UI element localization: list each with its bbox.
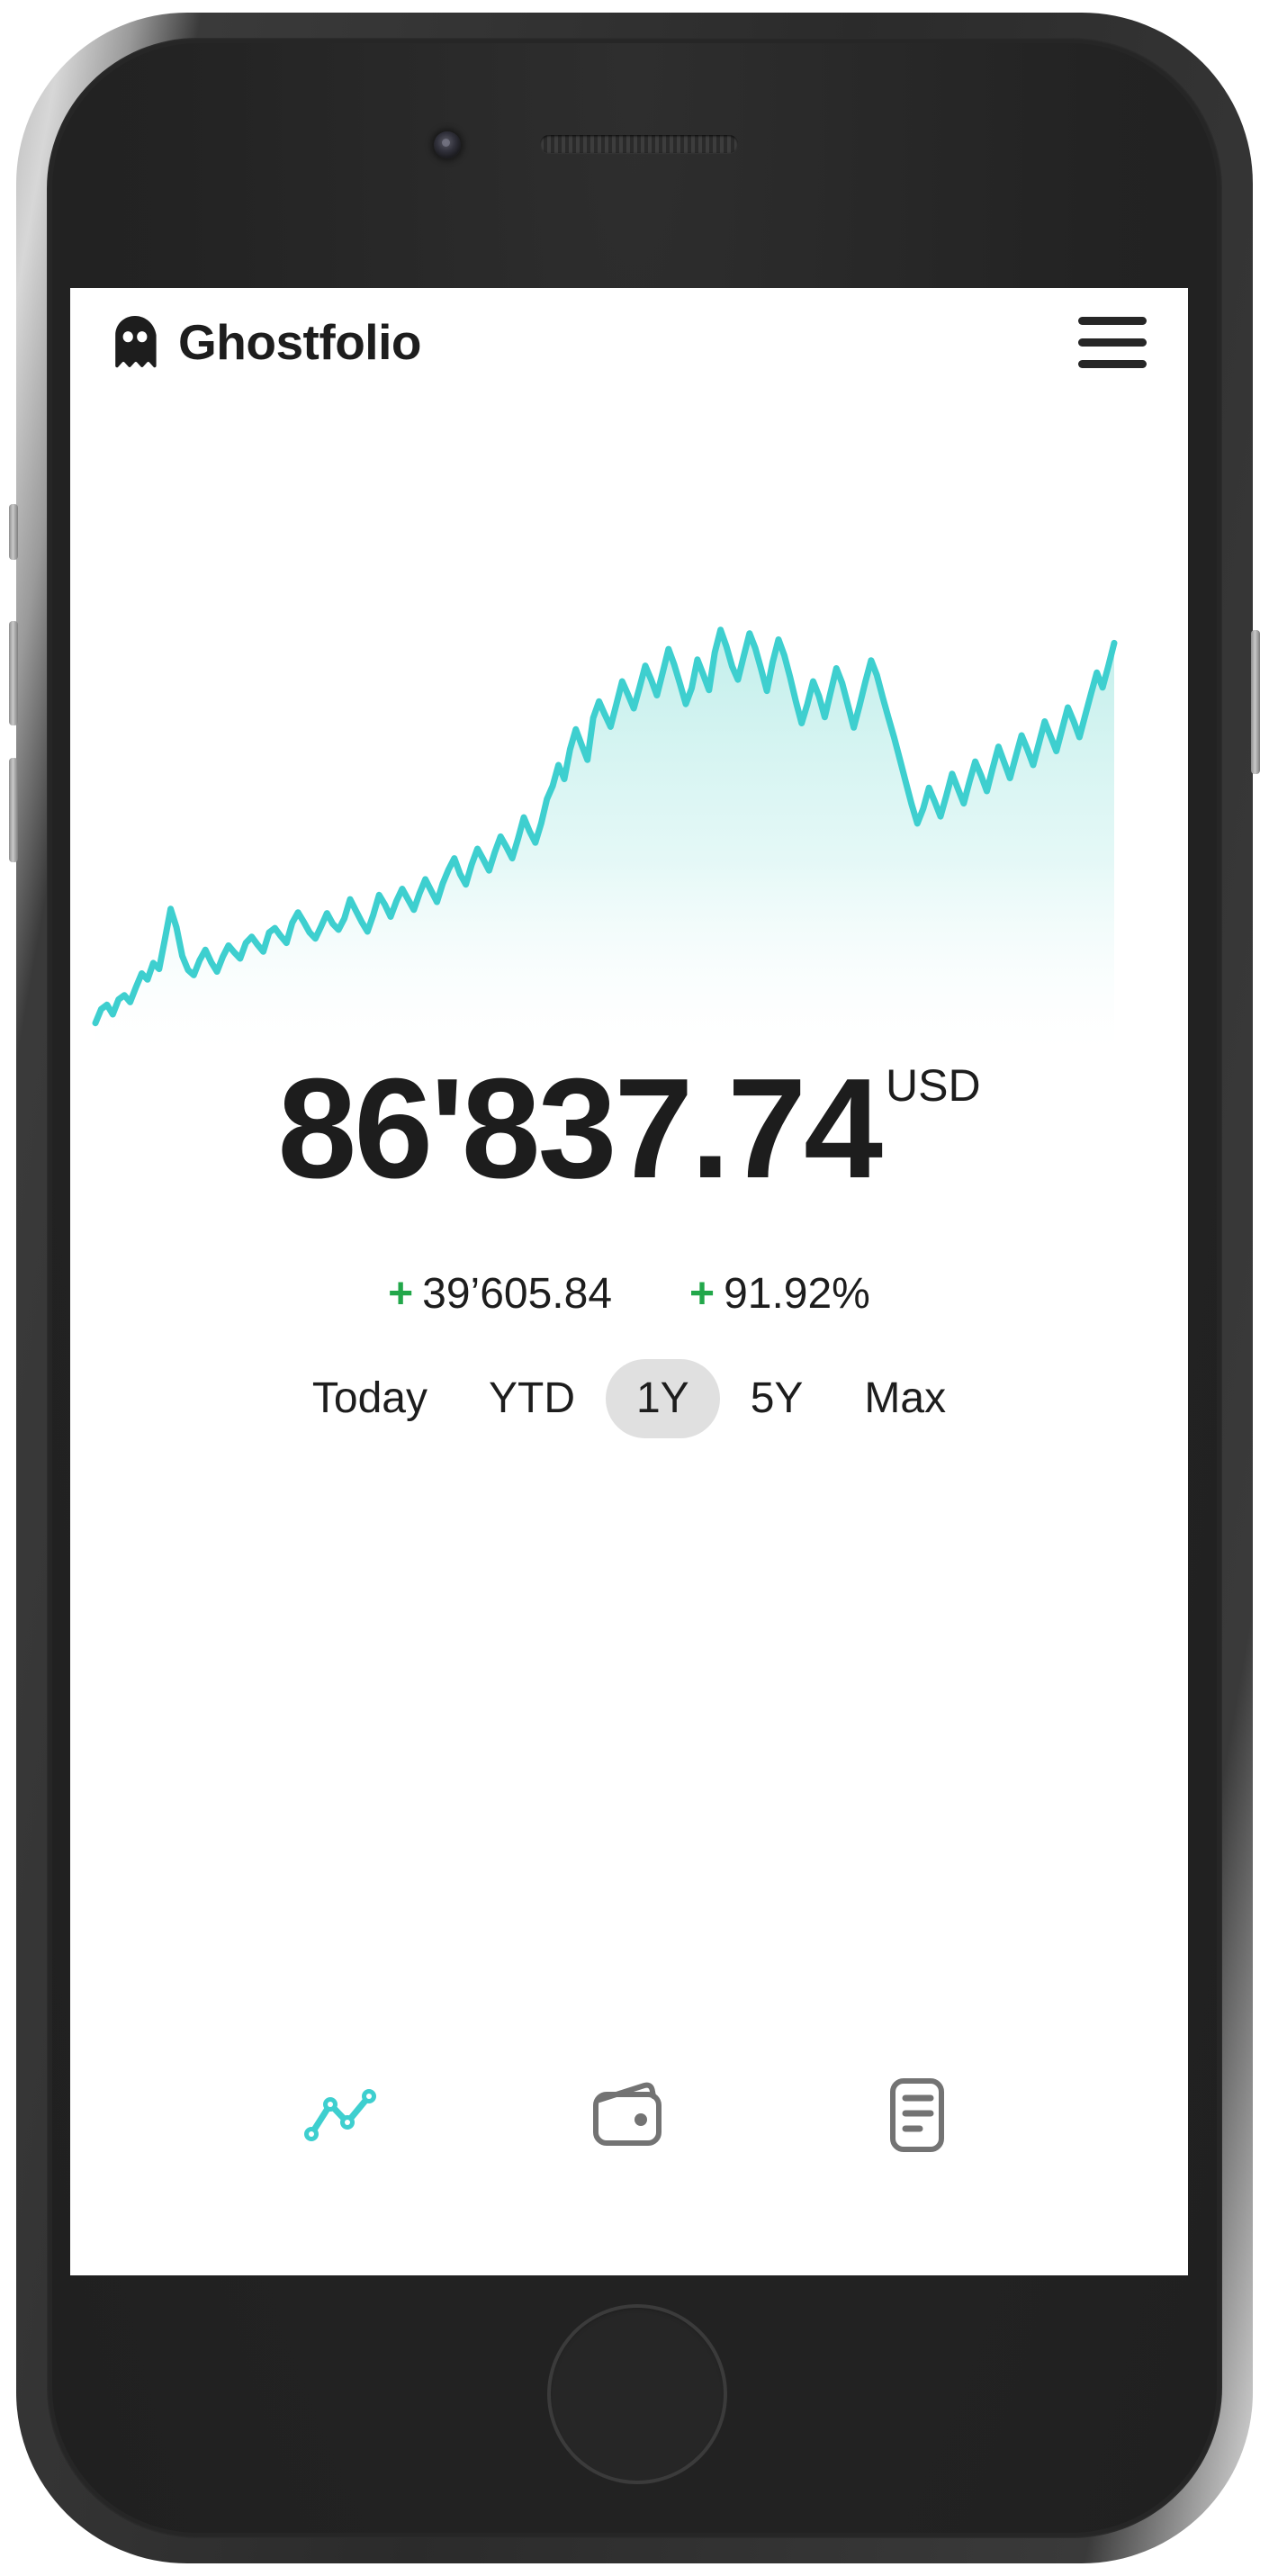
nav-item-portfolio[interactable] <box>575 2066 683 2165</box>
absolute-change-value: 39’605.84 <box>422 1270 613 1318</box>
front-camera-icon <box>434 131 461 158</box>
document-list-icon <box>890 2078 944 2152</box>
phone-mute-switch[interactable] <box>9 504 18 560</box>
bottom-navigation <box>70 2052 1188 2178</box>
chart-line <box>92 626 1118 1027</box>
line-chart-icon <box>304 2089 376 2141</box>
nav-item-activities[interactable] <box>863 2066 971 2165</box>
phone-power-button[interactable] <box>1251 630 1260 774</box>
wallet-icon <box>593 2082 662 2146</box>
hamburger-line <box>1078 359 1147 368</box>
app-screen: Ghostfolio <box>70 288 1188 2275</box>
percent-change-sign: + <box>689 1270 716 1318</box>
chart-area-fill <box>95 629 1114 1053</box>
chart-svg <box>92 626 1118 1053</box>
percent-change-value: 91.92% <box>724 1270 870 1318</box>
period-button-1y[interactable]: 1Y <box>605 1359 720 1438</box>
absolute-change: +39’605.84 <box>388 1269 612 1319</box>
absolute-change-sign: + <box>388 1270 414 1318</box>
period-button-max[interactable]: Max <box>833 1359 976 1438</box>
brand-logo[interactable]: Ghostfolio <box>112 315 421 369</box>
app-header: Ghostfolio <box>70 288 1188 396</box>
hamburger-menu-icon[interactable] <box>1078 315 1147 369</box>
portfolio-currency: USD <box>886 1060 981 1111</box>
hamburger-line <box>1078 316 1147 325</box>
hamburger-line <box>1078 338 1147 347</box>
phone-volume-down-button[interactable] <box>9 758 18 862</box>
period-button-ytd[interactable]: YTD <box>458 1359 606 1438</box>
portfolio-value-row: 86'837.74 USD <box>70 1058 1188 1200</box>
portfolio-value: 86'837.74 <box>277 1049 883 1208</box>
period-button-5y[interactable]: 5Y <box>720 1359 834 1438</box>
period-button-today[interactable]: Today <box>282 1359 458 1438</box>
ghost-icon <box>115 316 157 368</box>
brand-name: Ghostfolio <box>178 313 421 370</box>
phone-volume-up-button[interactable] <box>9 621 18 725</box>
performance-row: +39’605.84 +91.92% <box>70 1269 1188 1319</box>
portfolio-chart[interactable] <box>70 585 1188 1053</box>
period-selector[interactable]: Today YTD 1Y 5Y Max <box>70 1359 1188 1438</box>
percent-change: +91.92% <box>689 1269 870 1319</box>
nav-item-analysis[interactable] <box>287 2066 395 2165</box>
earpiece-speaker <box>540 135 738 153</box>
home-button[interactable] <box>547 2304 727 2484</box>
